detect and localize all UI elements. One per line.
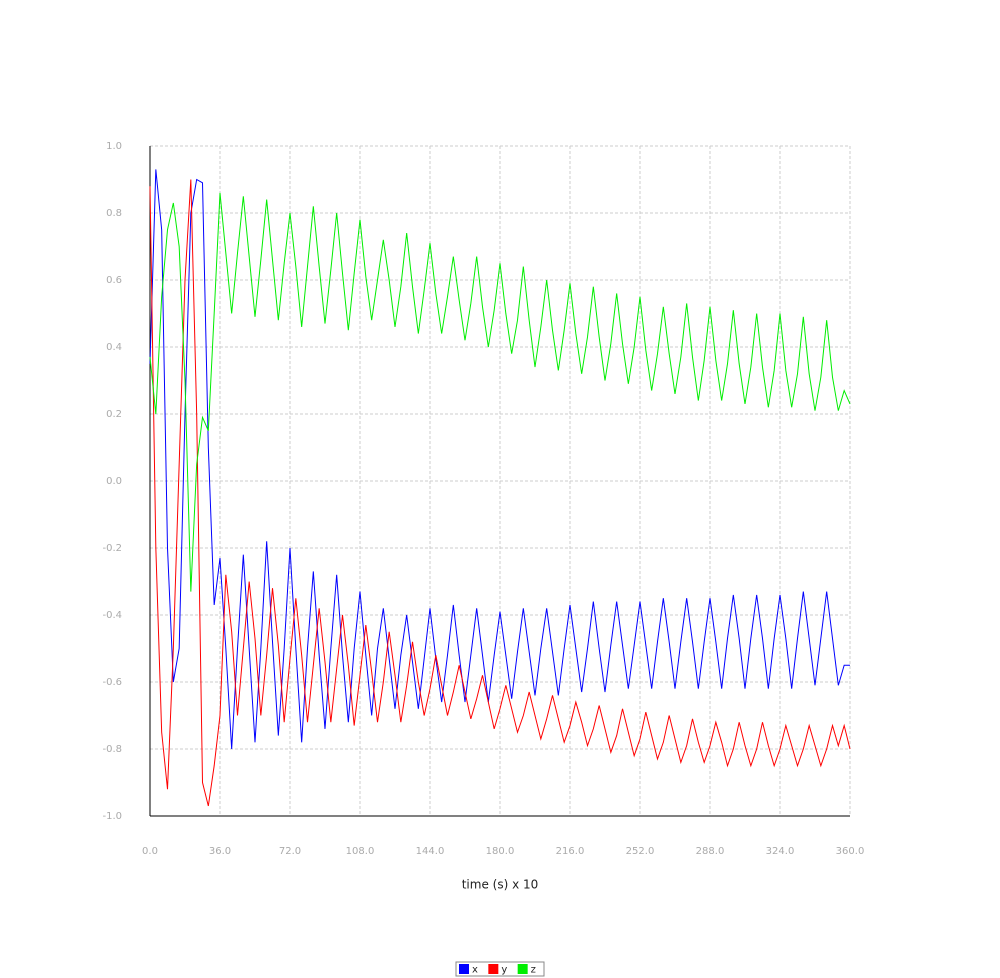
x-tick-label: 252.0 xyxy=(626,846,655,857)
y-tick-label: -0.6 xyxy=(102,677,122,688)
y-tick-label: 0.2 xyxy=(106,409,122,420)
x-tick-label: 360.0 xyxy=(836,846,865,857)
x-tick-label: 36.0 xyxy=(209,846,231,857)
legend-swatch xyxy=(459,964,469,974)
x-tick-label: 216.0 xyxy=(556,846,585,857)
legend-swatch xyxy=(517,964,528,974)
x-tick-label: 144.0 xyxy=(416,846,445,857)
y-tick-label: 1.0 xyxy=(106,141,122,152)
series-line xyxy=(149,192,851,592)
y-tick-label: -0.2 xyxy=(102,543,122,554)
series-line xyxy=(149,179,851,807)
y-tick-label: 0.8 xyxy=(106,208,122,219)
y-tick-label: -1.0 xyxy=(102,811,122,822)
x-tick-label: 180.0 xyxy=(486,846,515,857)
x-tick-label: 108.0 xyxy=(346,846,375,857)
series-line xyxy=(149,169,850,750)
y-tick-label: 0.4 xyxy=(106,342,122,353)
x-tick-label: 324.0 xyxy=(766,846,795,857)
legend-label: y xyxy=(501,965,507,976)
legend-swatch xyxy=(488,964,499,974)
y-tick-label: 0.0 xyxy=(106,476,122,487)
y-tick-label: -0.4 xyxy=(102,610,122,621)
y-tick-label: 0.6 xyxy=(106,275,122,286)
legend-label: x xyxy=(472,965,478,976)
x-tick-label: 72.0 xyxy=(279,846,301,857)
y-tick-label: -0.8 xyxy=(102,744,122,755)
x-tick-label: 0.0 xyxy=(142,846,158,857)
x-tick-label: 288.0 xyxy=(696,846,725,857)
legend-label: z xyxy=(531,965,536,976)
x-axis-title: time (s) x 10 xyxy=(462,878,539,892)
